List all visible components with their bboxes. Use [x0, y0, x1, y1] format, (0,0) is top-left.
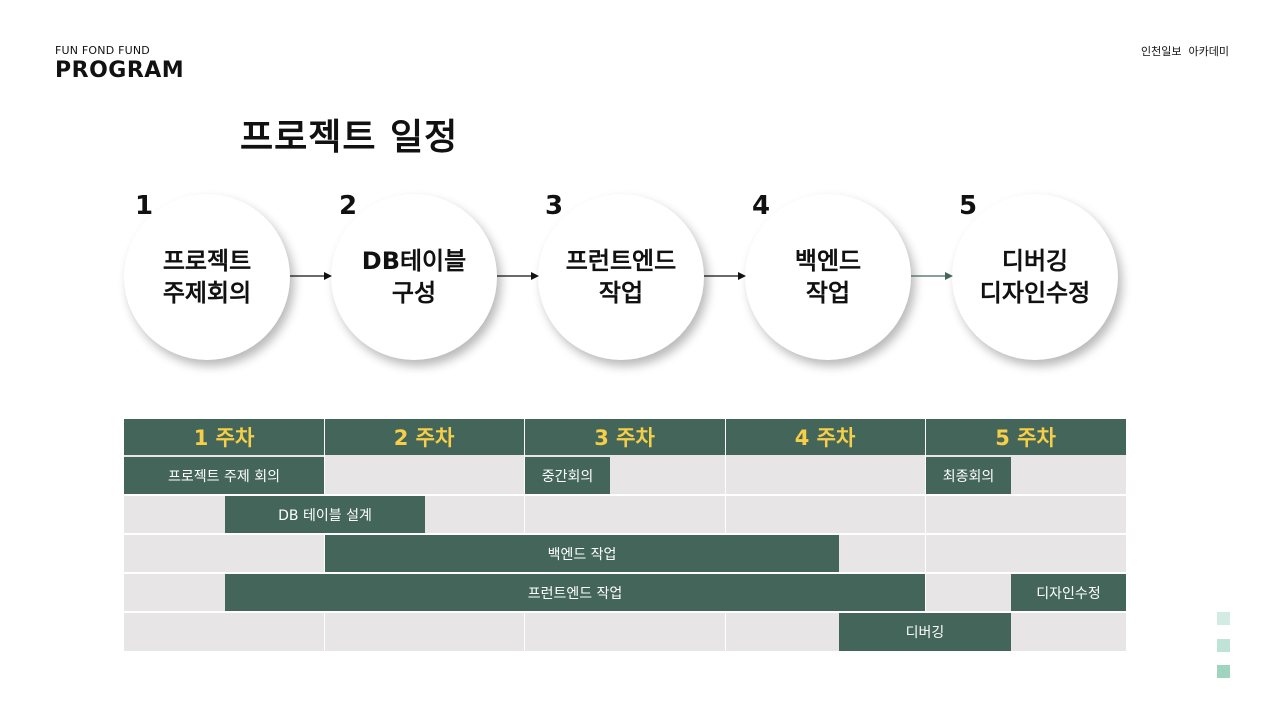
brand-logo-text: PROGRAM — [55, 58, 185, 83]
grid-divider — [124, 494, 1126, 496]
academy-name: 인천일보 아카데미 — [1141, 45, 1229, 58]
decorative-square — [1217, 639, 1230, 652]
step-5-number: 5 — [959, 191, 978, 221]
task-bar-db-design: DB 테이블 설계 — [225, 496, 425, 533]
decorative-square — [1217, 612, 1230, 625]
task-bar-final-meeting: 최종회의 — [926, 457, 1011, 494]
step-1-line2: 주제회의 — [162, 279, 252, 307]
schedule-table: 1 주차 2 주차 3 주차 4 주차 5 주차 프로젝트 주제 회의 중간회의… — [124, 419, 1126, 651]
task-bar-design-fix: 디자인수정 — [1011, 574, 1126, 611]
brand-tagline: FUN FOND FUND — [55, 44, 150, 57]
step-4-line2: 작업 — [805, 279, 851, 307]
task-bar-kickoff-meeting: 프로젝트 주제 회의 — [124, 457, 324, 494]
step-1-number: 1 — [135, 191, 154, 221]
arrow-right-icon — [704, 272, 746, 280]
step-1-line1: 프로젝트 — [162, 247, 252, 275]
step-3-line1: 프런트엔드 — [565, 247, 677, 275]
task-bar-frontend: 프런트엔드 작업 — [225, 574, 925, 611]
arrow-right-icon — [497, 272, 539, 280]
task-bar-midterm-meeting: 중간회의 — [525, 457, 610, 494]
arrow-right-icon — [290, 272, 332, 280]
step-5-line2: 디자인수정 — [979, 279, 1091, 307]
grid-divider — [324, 419, 325, 651]
decorative-square — [1217, 665, 1230, 678]
step-3-number: 3 — [545, 191, 564, 221]
grid-divider — [925, 419, 926, 651]
week-header-4: 4 주차 — [725, 419, 925, 455]
task-bar-backend: 백엔드 작업 — [325, 535, 839, 572]
step-5-line1: 디버깅 — [1001, 247, 1069, 275]
week-header-5: 5 주차 — [925, 419, 1126, 455]
step-4-line1: 백엔드 — [794, 247, 862, 275]
grid-divider — [124, 572, 1126, 574]
step-2-line2: 구성 — [391, 279, 437, 307]
step-4-number: 4 — [752, 191, 771, 221]
step-2-line1: DB테이블 — [361, 247, 467, 275]
week-header-2: 2 주차 — [324, 419, 524, 455]
page-title: 프로젝트 일정 — [240, 117, 459, 158]
step-3-line2: 작업 — [598, 279, 644, 307]
grid-divider — [124, 533, 1126, 535]
task-bar-debugging: 디버깅 — [839, 613, 1011, 651]
arrow-right-icon — [911, 272, 953, 280]
step-2-number: 2 — [339, 191, 358, 221]
grid-divider — [124, 611, 1126, 613]
week-header-3: 3 주차 — [524, 419, 725, 455]
week-header-1: 1 주차 — [124, 419, 324, 455]
